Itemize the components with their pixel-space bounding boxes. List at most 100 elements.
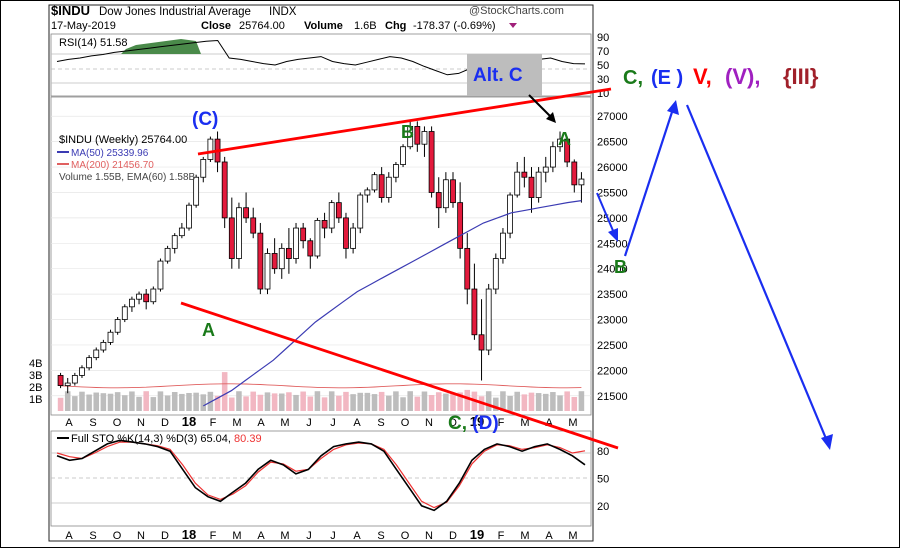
volume-bar bbox=[236, 391, 242, 411]
volume-bar bbox=[186, 392, 192, 411]
wave-vv-label: (V), bbox=[725, 64, 760, 89]
sto-tick-label: 50 bbox=[597, 474, 609, 486]
volume-bar bbox=[328, 391, 335, 411]
sto-k-line bbox=[56, 439, 586, 512]
legend-ma200: MA(200) 21456.70 bbox=[71, 160, 154, 171]
down-arrow-icon bbox=[509, 23, 517, 28]
price-tick-label: 25000 bbox=[597, 213, 628, 225]
volume-bar bbox=[336, 395, 342, 411]
candle-body bbox=[314, 220, 321, 257]
month-label: M bbox=[280, 417, 289, 429]
candle-body bbox=[114, 319, 121, 333]
wave-a-right: A bbox=[558, 129, 571, 149]
candle-body bbox=[557, 138, 563, 148]
candle-body bbox=[64, 382, 71, 386]
rsi-label: RSI(14) 51.58 bbox=[59, 37, 127, 49]
month-label: 19 bbox=[470, 414, 484, 429]
month-label: M bbox=[568, 417, 577, 429]
month-label: M bbox=[232, 417, 241, 429]
candle-body bbox=[500, 232, 506, 259]
volume-bar bbox=[278, 393, 285, 411]
month-label: N bbox=[425, 530, 433, 542]
chg-value: -178.37 (-0.69%) bbox=[413, 20, 496, 32]
month-label: F bbox=[498, 530, 505, 542]
volume-bars bbox=[57, 372, 585, 411]
price-grid bbox=[51, 115, 591, 397]
candle-body bbox=[528, 176, 535, 198]
month-label: O bbox=[401, 417, 410, 429]
volume-bar bbox=[578, 391, 585, 411]
month-label: A bbox=[353, 530, 361, 542]
month-label: 18 bbox=[182, 527, 196, 542]
month-label: F bbox=[210, 530, 217, 542]
month-label: D bbox=[161, 417, 169, 429]
volume-bar bbox=[457, 392, 463, 411]
volume-bar bbox=[493, 397, 499, 411]
candle-body bbox=[228, 217, 235, 259]
rsi-tick-label: 50 bbox=[597, 60, 609, 72]
price-axis: 27000 26500 26000 25500 25000 24500 24000 23500… bbox=[597, 111, 628, 403]
candle-body bbox=[442, 179, 449, 209]
candle-body bbox=[129, 298, 135, 308]
volume-bar bbox=[350, 394, 356, 411]
volume-bar bbox=[314, 391, 321, 411]
volume-bar bbox=[129, 391, 135, 411]
month-label: S bbox=[377, 417, 384, 429]
volume-bar bbox=[86, 394, 92, 411]
volume-bar bbox=[300, 391, 306, 411]
volume-tick-label: 3B bbox=[29, 370, 42, 382]
month-label: A bbox=[353, 417, 361, 429]
arrow-up-to-e bbox=[623, 108, 675, 257]
month-label: S bbox=[377, 530, 384, 542]
price-tick-label: 26000 bbox=[597, 162, 628, 174]
candle-body bbox=[264, 253, 271, 290]
candle-body bbox=[257, 232, 264, 290]
month-axis-middle: A S O N D 18 F M A M J J A S O N D 19 F M A M bbox=[65, 414, 577, 429]
upper-trendline bbox=[197, 87, 612, 156]
volume-bar bbox=[542, 393, 549, 411]
volume-bar bbox=[435, 392, 442, 411]
volume-bar bbox=[571, 396, 578, 411]
close-label: Close bbox=[201, 20, 231, 32]
month-axis-bottom: A S O N D 18 F M A M J J A S O N D 19 F M A M bbox=[65, 527, 577, 542]
volume-bar bbox=[193, 392, 199, 411]
price-tick-label: 23000 bbox=[597, 315, 628, 327]
volume-bar bbox=[171, 391, 178, 411]
sto-axis: 80 50 20 bbox=[597, 446, 609, 513]
candle-body bbox=[107, 331, 114, 343]
volume-bar bbox=[307, 396, 314, 411]
wave-c-d: C, (D) bbox=[448, 413, 499, 434]
month-label: A bbox=[65, 530, 73, 542]
wave-v-label: V, bbox=[693, 64, 712, 89]
candle-body bbox=[471, 288, 478, 336]
volume-bar bbox=[564, 391, 570, 411]
candle-body bbox=[378, 174, 385, 198]
candle-body bbox=[93, 349, 100, 359]
candle-body bbox=[385, 176, 392, 198]
month-label: J bbox=[306, 530, 312, 542]
candle-body bbox=[571, 161, 578, 186]
volume-bar bbox=[64, 391, 71, 411]
wave-iii-label: {III} bbox=[783, 64, 819, 89]
candle-body bbox=[371, 174, 378, 191]
volume-bar bbox=[428, 395, 435, 411]
volume-bar bbox=[72, 396, 78, 411]
candle-body bbox=[450, 179, 456, 204]
ma200-line bbox=[60, 383, 582, 389]
candle-body bbox=[293, 227, 299, 259]
volume-bar bbox=[528, 392, 535, 411]
month-label: 19 bbox=[470, 527, 484, 542]
candle-body bbox=[578, 178, 585, 186]
volume-bar bbox=[357, 392, 364, 411]
wave-a-left: A bbox=[202, 320, 215, 340]
month-label: S bbox=[89, 530, 96, 542]
ma50-line bbox=[203, 200, 582, 407]
volume-bar bbox=[179, 393, 185, 411]
volume-bar bbox=[79, 391, 85, 411]
arrow-up-to-e-head-icon bbox=[667, 100, 679, 115]
volume-bar bbox=[514, 391, 520, 411]
volume-bar bbox=[535, 393, 542, 411]
chg-label: Chg bbox=[385, 20, 406, 32]
candle-body bbox=[243, 207, 249, 219]
volume-bar bbox=[550, 392, 556, 411]
